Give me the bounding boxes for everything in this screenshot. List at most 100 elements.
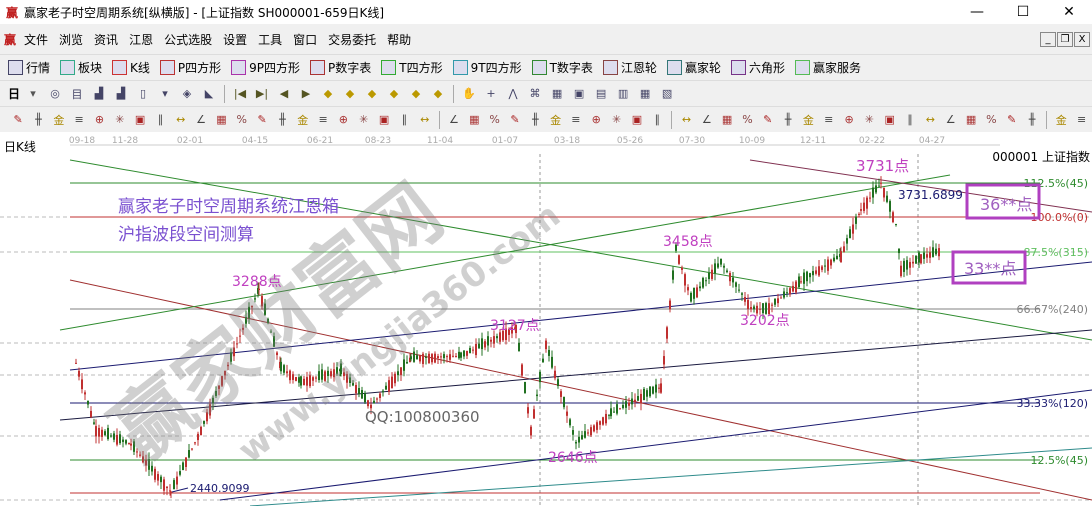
period-select[interactable]: 日 bbox=[8, 87, 21, 101]
candle-icon[interactable]: ▯ bbox=[139, 87, 147, 100]
drawing-tool-3-icon[interactable]: 金 bbox=[53, 113, 65, 127]
drawing-tool-15-icon[interactable]: 金 bbox=[297, 113, 309, 127]
drawing-tool-14-icon[interactable]: ╫ bbox=[279, 113, 286, 126]
bar3-icon[interactable]: ▟ bbox=[94, 87, 104, 100]
drawing-tool-26-icon[interactable]: ╫ bbox=[531, 113, 539, 126]
report-icon[interactable]: ▤ bbox=[595, 87, 607, 100]
menu-trade[interactable]: 交易委托 bbox=[328, 32, 377, 47]
drawing-tool-44-icon[interactable]: ∥ bbox=[907, 113, 913, 126]
drawing-tool-35-icon[interactable]: ▦ bbox=[721, 113, 733, 126]
last-icon[interactable]: ▶| bbox=[255, 87, 269, 100]
drawing-tool-28-icon[interactable]: ≡ bbox=[571, 113, 581, 126]
menu-settings[interactable]: 设置 bbox=[223, 32, 248, 47]
vshrink-icon[interactable]: ◆ bbox=[411, 87, 421, 100]
flag-icon[interactable]: ◣ bbox=[204, 87, 214, 100]
menu-help[interactable]: 帮助 bbox=[387, 32, 412, 47]
toolbar-pn-button[interactable]: P数字表 bbox=[310, 59, 371, 76]
mdi-restore-button[interactable]: ❐ bbox=[1057, 32, 1073, 47]
kline-chart[interactable]: 09-18 11-28 02-01 04-15 06-21 08-23 11-04 01-07… bbox=[0, 134, 1092, 506]
calculator-icon[interactable]: ▣ bbox=[573, 87, 585, 100]
drawing-tool-43-icon[interactable]: ▣ bbox=[884, 113, 895, 126]
drawing-tool-39-icon[interactable]: 金 bbox=[802, 113, 814, 127]
toolbar-tn-button[interactable]: T数字表 bbox=[531, 59, 593, 76]
toolbar-p9-button[interactable]: 9P四方形 bbox=[231, 59, 300, 76]
vexpand-icon[interactable]: ◆ bbox=[433, 87, 443, 100]
notes-icon[interactable]: 目 bbox=[71, 87, 83, 101]
drawing-tool-21-icon[interactable]: ↔ bbox=[420, 113, 430, 126]
drawing-tool-23-icon[interactable]: ▦ bbox=[469, 113, 480, 126]
print-icon[interactable]: ▧ bbox=[661, 87, 673, 100]
drawing-tool-13-icon[interactable]: ✎ bbox=[257, 113, 267, 126]
hexpand-icon[interactable]: ◆ bbox=[389, 87, 399, 100]
toolbar-kline-button[interactable]: K线 bbox=[112, 59, 150, 76]
bar9-icon[interactable]: ▟ bbox=[116, 87, 126, 100]
drawing-tool-33-icon[interactable]: ↔ bbox=[681, 113, 692, 126]
toolbar-hexagon-button[interactable]: 六角形 bbox=[730, 59, 785, 76]
prev-icon[interactable]: ◀ bbox=[279, 87, 289, 100]
toolbar-ts-button[interactable]: T四方形 bbox=[381, 59, 443, 76]
right-diamond-icon[interactable]: ◆ bbox=[345, 87, 355, 100]
toolbar-gann-wheel-button[interactable]: 江恩轮 bbox=[602, 59, 657, 76]
drawing-tool-52-icon[interactable]: ≡ bbox=[1076, 113, 1087, 126]
zoom-icon[interactable]: ◈ bbox=[182, 87, 192, 100]
toolbar-ps-button[interactable]: P四方形 bbox=[159, 59, 221, 76]
drawing-tool-45-icon[interactable]: ↔ bbox=[925, 113, 935, 126]
save-icon[interactable]: ▥ bbox=[617, 87, 629, 100]
drawing-tool-9-icon[interactable]: ↔ bbox=[176, 113, 186, 126]
drawing-tool-16-icon[interactable]: ≡ bbox=[318, 113, 328, 126]
menu-info[interactable]: 资讯 bbox=[94, 32, 119, 47]
mdi-close-button[interactable]: X bbox=[1074, 32, 1090, 47]
drawing-tool-25-icon[interactable]: ✎ bbox=[510, 113, 520, 126]
drawing-tool-12-icon[interactable]: % bbox=[236, 113, 247, 126]
drawing-tool-22-icon[interactable]: ∠ bbox=[449, 113, 459, 126]
crosshair-icon[interactable]: + bbox=[486, 87, 496, 100]
menu-formula[interactable]: 公式选股 bbox=[164, 32, 213, 47]
toolbar-big-wheel-button[interactable]: 赢家轮 bbox=[666, 59, 721, 76]
left-diamond-icon[interactable]: ◆ bbox=[323, 87, 333, 100]
drawing-tool-38-icon[interactable]: ╫ bbox=[784, 113, 792, 126]
node-icon[interactable]: ⌘ bbox=[529, 87, 541, 100]
drawing-tool-20-icon[interactable]: ∥ bbox=[401, 113, 408, 126]
drawing-tool-41-icon[interactable]: ⊕ bbox=[844, 113, 854, 126]
minimize-button[interactable]: — bbox=[970, 4, 984, 20]
drawing-tool-36-icon[interactable]: % bbox=[742, 113, 753, 126]
drawing-tool-8-icon[interactable]: ∥ bbox=[157, 113, 164, 126]
menu-file[interactable]: 文件 bbox=[24, 32, 49, 47]
menu-browse[interactable]: 浏览 bbox=[59, 32, 84, 47]
peak-icon[interactable]: ⋀ bbox=[508, 87, 518, 100]
menu-window[interactable]: 窗口 bbox=[293, 32, 318, 47]
drawing-tool-51-icon[interactable]: 金 bbox=[1055, 113, 1067, 127]
drawing-tool-37-icon[interactable]: ✎ bbox=[763, 113, 773, 126]
drawing-tool-17-icon[interactable]: ⊕ bbox=[338, 113, 349, 126]
menu-tools[interactable]: 工具 bbox=[258, 32, 283, 47]
drawing-tool-32-icon[interactable]: ∥ bbox=[654, 113, 660, 126]
hshrink-icon[interactable]: ◆ bbox=[367, 87, 377, 100]
toolbar-dollar-button[interactable]: 赢家服务 bbox=[794, 59, 861, 76]
drawing-tool-40-icon[interactable]: ≡ bbox=[824, 113, 834, 126]
export-icon[interactable]: ▦ bbox=[639, 87, 651, 100]
drawing-tool-7-icon[interactable]: ▣ bbox=[134, 113, 146, 126]
maximize-button[interactable]: ☐ bbox=[1016, 4, 1030, 20]
drawing-tool-42-icon[interactable]: ✳ bbox=[864, 113, 874, 126]
close-button[interactable]: ✕ bbox=[1063, 4, 1075, 20]
next-icon[interactable]: ▶ bbox=[301, 87, 311, 100]
drawing-tool-30-icon[interactable]: ✳ bbox=[611, 113, 622, 126]
dropdown-arrow-icon[interactable]: ▾ bbox=[30, 87, 36, 100]
drawing-tool-49-icon[interactable]: ✎ bbox=[1007, 113, 1017, 126]
mdi-minimize-button[interactable]: _ bbox=[1040, 32, 1056, 47]
drawing-tool-27-icon[interactable]: 金 bbox=[550, 113, 562, 127]
toolbar-t9-button[interactable]: 9T四方形 bbox=[452, 59, 522, 76]
drawing-tool-2-icon[interactable]: ╫ bbox=[35, 113, 42, 126]
drawing-tool-1-icon[interactable]: ✎ bbox=[13, 113, 23, 126]
drawing-tool-19-icon[interactable]: ▣ bbox=[378, 113, 390, 126]
hand-icon[interactable]: ✋ bbox=[462, 87, 476, 100]
drawing-tool-47-icon[interactable]: ▦ bbox=[965, 113, 977, 126]
drawing-tool-48-icon[interactable]: % bbox=[986, 113, 997, 126]
drawing-tool-11-icon[interactable]: ▦ bbox=[216, 113, 227, 126]
first-icon[interactable]: |◀ bbox=[233, 87, 247, 100]
drawing-tool-46-icon[interactable]: ∠ bbox=[945, 113, 956, 126]
drawing-tool-50-icon[interactable]: ╫ bbox=[1028, 113, 1036, 126]
drawing-tool-34-icon[interactable]: ∠ bbox=[701, 113, 712, 126]
drawing-tool-6-icon[interactable]: ✳ bbox=[115, 113, 125, 126]
drawing-tool-29-icon[interactable]: ⊕ bbox=[591, 113, 601, 126]
